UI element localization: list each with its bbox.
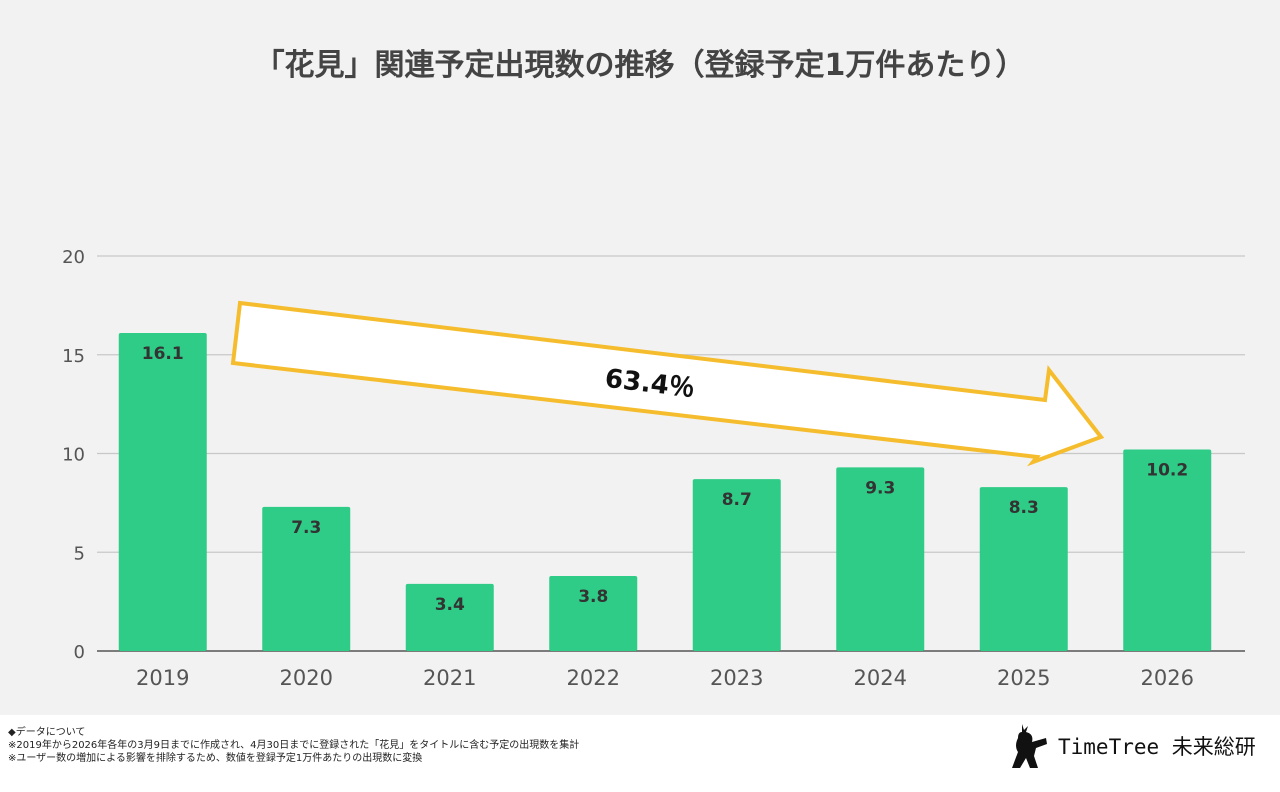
y-tick-label: 5 — [74, 543, 85, 564]
x-tick-label: 2023 — [710, 666, 763, 690]
x-tick-label: 2022 — [567, 666, 620, 690]
bar-2025 — [979, 487, 1068, 651]
data-notes: ◆データについて ※2019年から2026年各年の3月9日までに作成され、4月3… — [8, 726, 579, 765]
timetree-logo: TimeTree 未来総研 — [1012, 722, 1256, 770]
data-label: 8.3 — [1009, 498, 1039, 518]
data-label: 8.7 — [722, 490, 752, 510]
x-tick-label: 2026 — [1141, 666, 1194, 690]
y-tick-label: 10 — [62, 445, 85, 466]
x-tick-label: 2021 — [423, 666, 476, 690]
decline-arrow — [230, 300, 1105, 467]
bar-2024 — [836, 467, 925, 651]
chart-title: 「花見」関連予定出現数の推移（登録予定1万件あたり） — [254, 48, 1026, 83]
bar-2023 — [692, 479, 781, 651]
bar-2026 — [1123, 449, 1212, 651]
data-label: 3.4 — [435, 595, 465, 615]
y-tick-label: 0 — [74, 642, 85, 663]
bar-2019 — [118, 333, 207, 651]
data-label: 9.3 — [865, 478, 895, 498]
bar-2022 — [549, 575, 638, 651]
note-heading: ◆データについて — [8, 727, 86, 738]
note-line: ※ユーザー数の増加による影響を排除するため、数値を登録予定1万件あたりの出現数に… — [8, 753, 423, 764]
data-label: 10.2 — [1146, 461, 1188, 481]
bar-2021 — [405, 583, 494, 651]
bar-2020 — [262, 506, 351, 651]
photographer-silhouette-icon — [1012, 724, 1047, 768]
x-tick-label: 2024 — [854, 666, 907, 690]
x-tick-label: 2025 — [997, 666, 1050, 690]
x-tick-label: 2019 — [136, 666, 189, 690]
data-label: 3.8 — [578, 587, 608, 607]
data-label: 16.1 — [142, 344, 184, 364]
data-label: 7.3 — [291, 518, 321, 538]
y-tick-label: 15 — [62, 346, 85, 367]
y-tick-label: 20 — [62, 247, 85, 268]
x-tick-label: 2020 — [280, 666, 333, 690]
logo-text: TimeTree 未来総研 — [1058, 735, 1256, 759]
note-line: ※2019年から2026年各年の3月9日までに作成され、4月30日までに登録され… — [8, 740, 580, 751]
bar-chart: 0 5 10 15 20 16.1 2019 7.3 2020 3.4 2021 3.8 2022 8.7… — [62, 247, 1245, 690]
